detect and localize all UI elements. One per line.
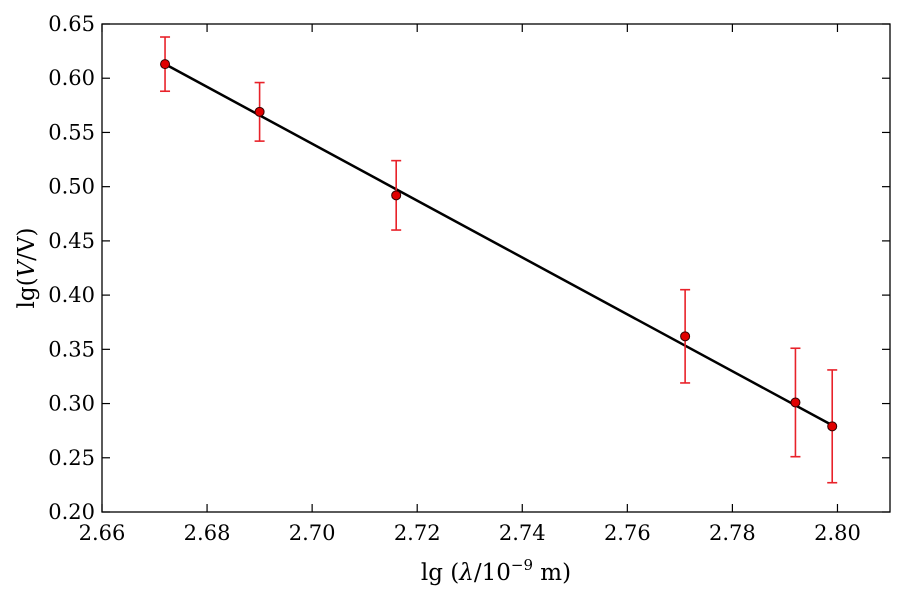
y-tick-label: 0.55 [48,120,95,144]
y-tick-label: 0.30 [48,392,95,416]
data-point [254,106,265,117]
y-tick-label: 0.35 [48,337,95,361]
fit-line [164,63,833,427]
y-tick-label: 0.20 [48,500,95,524]
data-point [790,397,801,408]
x-tick-label: 2.70 [289,521,336,545]
data-point [827,421,838,432]
data-point [680,331,691,342]
y-tick-label: 0.50 [48,175,95,199]
x-axis-label: lg (λ/10−9 m) [421,556,571,586]
x-tick-label: 2.74 [499,521,546,545]
x-tick-label: 2.66 [79,521,126,545]
data-point [391,190,402,201]
x-tick-label: 2.68 [184,521,231,545]
x-tick-label: 2.76 [604,521,651,545]
x-axis-ticks: 2.66 2.68 2.70 2.72 2.74 2.76 2.78 2.80 [79,24,861,545]
data-points [160,59,838,432]
data-point [160,59,171,70]
plot-frame [101,23,891,513]
y-tick-label: 0.65 [48,12,95,36]
y-axis-ticks: 0.20 0.25 0.30 0.35 0.40 0.45 0.50 0.55 0.60 0.65 [48,12,890,524]
x-tick-label: 2.80 [814,521,861,545]
fit-line-group [164,63,833,427]
y-axis-label: lg(V/V) [14,227,40,308]
error-bars [160,36,838,484]
x-tick-label: 2.78 [709,521,756,545]
y-tick-label: 0.40 [48,283,95,307]
y-tick-label: 0.60 [48,66,95,90]
y-tick-label: 0.45 [48,229,95,253]
x-tick-label: 2.72 [394,521,441,545]
y-tick-label: 0.25 [48,446,95,470]
